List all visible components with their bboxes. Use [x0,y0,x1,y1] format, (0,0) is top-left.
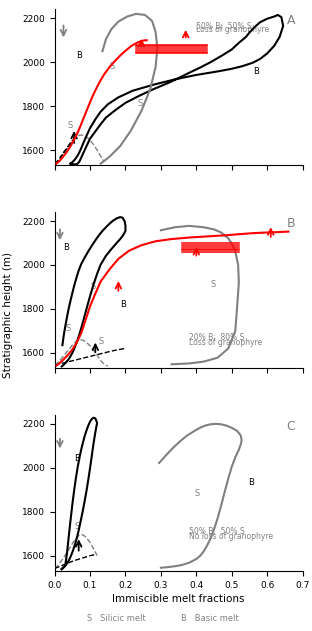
Text: B: B [63,242,69,252]
Text: S: S [67,121,72,130]
Text: B: B [76,51,82,60]
Text: A: A [287,14,295,27]
Text: B: B [248,478,254,487]
Text: B: B [120,300,126,309]
Text: S: S [74,522,79,531]
X-axis label: Immiscible melt fractions: Immiscible melt fractions [112,594,245,604]
Text: S: S [110,62,115,71]
Text: 50% B;  50% S: 50% B; 50% S [196,21,252,30]
Text: No loss of granophyre: No loss of granophyre [189,533,273,541]
Text: C: C [286,420,295,433]
Text: B: B [287,217,295,230]
Text: S: S [90,282,95,291]
Text: Loss of granophyre: Loss of granophyre [189,338,262,348]
Text: S: S [195,490,200,498]
Text: B: B [253,68,259,76]
Text: S: S [211,280,216,289]
Text: 50% B;  50% S: 50% B; 50% S [189,527,245,536]
Text: B: B [74,454,80,463]
Text: Loss of granophyre: Loss of granophyre [196,25,270,34]
Text: S: S [138,99,143,108]
Text: B   Basic melt: B Basic melt [181,615,239,623]
Text: S   Silicic melt: S Silicic melt [87,615,146,623]
Text: 20% B;  80% S: 20% B; 80% S [189,333,245,342]
Text: S: S [99,337,104,346]
Text: Stratigraphic height (m): Stratigraphic height (m) [3,252,13,379]
Text: S: S [65,324,71,333]
